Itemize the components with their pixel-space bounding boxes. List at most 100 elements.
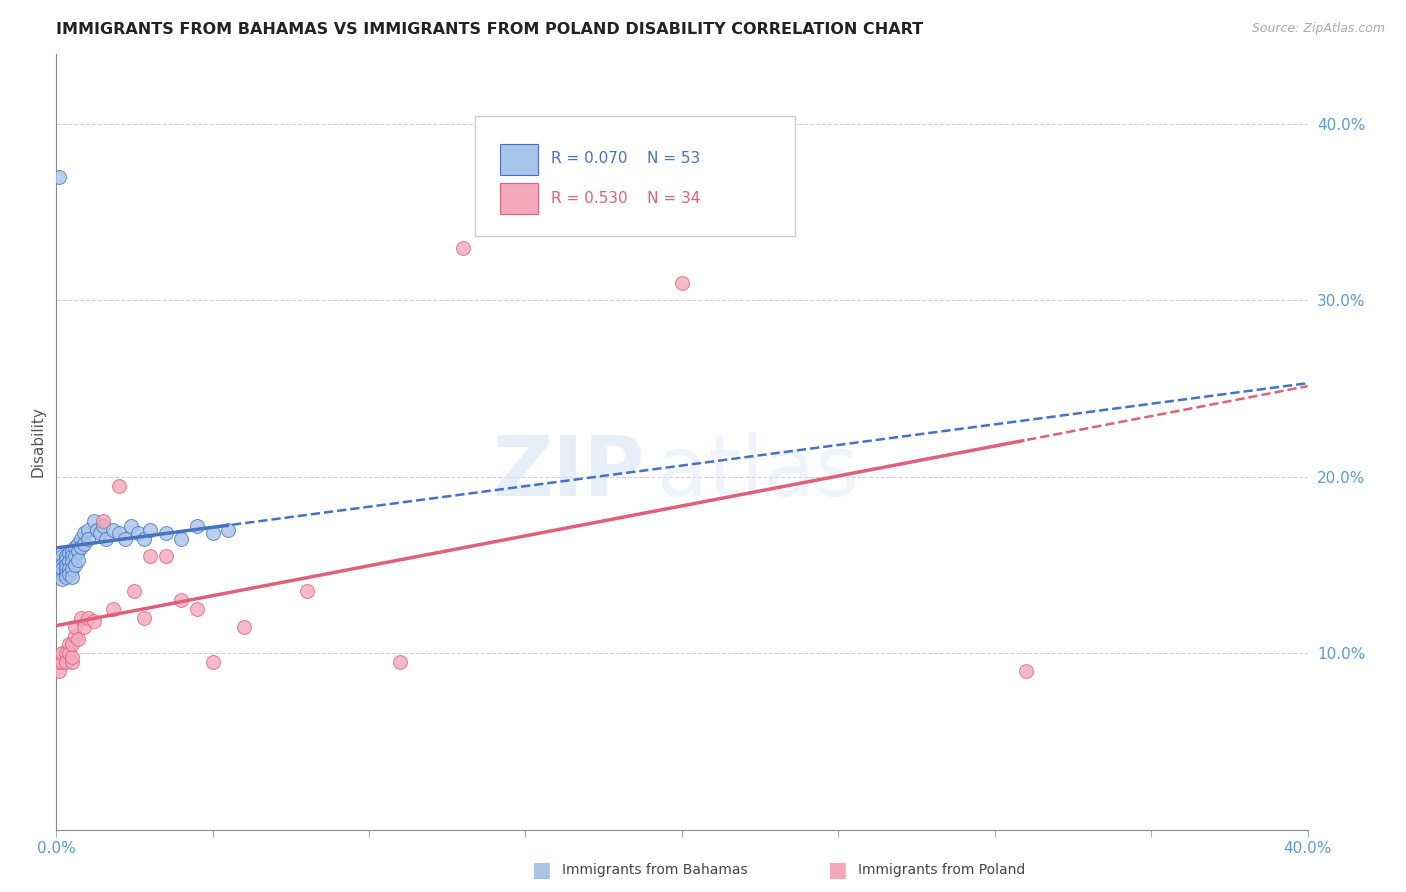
Point [186,519,208,533]
Point [451,240,474,255]
Point [58,637,80,651]
Point [83,514,105,528]
Y-axis label: Disability: Disability [30,406,45,477]
Point [48,664,70,678]
Point [51,566,73,581]
Point [70,541,93,555]
Point [55,570,77,584]
Point [48,561,70,575]
Point [201,655,224,669]
Text: R = 0.070    N = 53: R = 0.070 N = 53 [551,151,700,166]
Point [67,552,90,566]
Point [127,526,149,541]
FancyBboxPatch shape [475,116,794,235]
Point [58,554,80,568]
Point [51,558,73,572]
Point [60,561,83,575]
Point [67,544,90,558]
Point [70,611,93,625]
Point [101,602,124,616]
Point [96,532,118,546]
Point [51,655,73,669]
Point [73,526,96,541]
Point [55,561,77,575]
Point [58,546,80,560]
Point [55,655,77,669]
Point [58,566,80,581]
Point [101,523,124,537]
Point [120,519,142,533]
Point [55,566,77,581]
Point [60,570,83,584]
FancyBboxPatch shape [501,145,538,176]
Point [389,655,412,669]
Point [55,558,77,572]
Point [48,554,70,568]
Point [51,549,73,564]
Point [1015,664,1038,678]
Text: ■: ■ [531,860,551,880]
Point [76,523,98,537]
Point [70,532,93,546]
Point [89,526,111,541]
Point [233,620,256,634]
Point [91,519,114,533]
Point [155,549,177,564]
Point [671,276,693,290]
Point [73,620,96,634]
Point [60,549,83,564]
Point [55,646,77,660]
Text: atlas: atlas [657,432,859,513]
Point [201,526,224,541]
Point [58,561,80,575]
Point [60,554,83,568]
Point [108,526,131,541]
Point [170,532,193,546]
Text: ZIP: ZIP [492,432,644,513]
Text: ■: ■ [827,860,846,880]
Point [55,552,77,566]
Point [58,646,80,660]
Point [83,615,105,629]
Point [91,514,114,528]
Point [155,526,177,541]
Point [86,523,108,537]
Point [67,537,90,551]
Point [60,649,83,664]
Point [60,637,83,651]
Point [76,532,98,546]
Point [48,655,70,669]
Text: Immigrants from Bahamas: Immigrants from Bahamas [562,863,748,877]
FancyBboxPatch shape [501,183,538,214]
Point [139,549,162,564]
Point [108,478,131,492]
Point [63,549,86,564]
Point [48,169,70,184]
Point [55,549,77,564]
Point [139,523,162,537]
Point [295,584,318,599]
Point [67,632,90,646]
Point [51,572,73,586]
Point [63,558,86,572]
Point [63,628,86,642]
Point [60,544,83,558]
Point [170,593,193,607]
Point [114,532,136,546]
Text: Immigrants from Poland: Immigrants from Poland [858,863,1025,877]
Point [186,602,208,616]
Point [217,523,239,537]
Point [63,620,86,634]
Point [63,541,86,555]
Text: R = 0.530    N = 34: R = 0.530 N = 34 [551,191,700,206]
Point [73,537,96,551]
Point [124,584,146,599]
Point [132,532,155,546]
Point [48,558,70,572]
Point [51,646,73,660]
Point [132,611,155,625]
Text: IMMIGRANTS FROM BAHAMAS VS IMMIGRANTS FROM POLAND DISABILITY CORRELATION CHART: IMMIGRANTS FROM BAHAMAS VS IMMIGRANTS FR… [56,22,924,37]
Point [76,611,98,625]
Point [60,655,83,669]
Text: Source: ZipAtlas.com: Source: ZipAtlas.com [1251,22,1385,36]
